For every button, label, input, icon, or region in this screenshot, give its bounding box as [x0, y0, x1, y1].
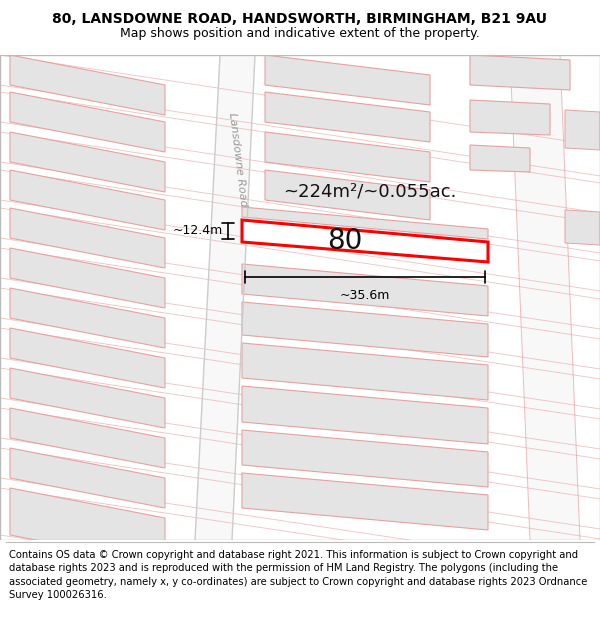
Polygon shape	[470, 55, 570, 90]
Polygon shape	[10, 170, 165, 230]
Polygon shape	[470, 145, 530, 172]
Polygon shape	[242, 473, 488, 530]
Polygon shape	[10, 408, 165, 468]
Polygon shape	[242, 343, 488, 400]
Polygon shape	[10, 55, 165, 115]
Polygon shape	[10, 288, 165, 348]
Polygon shape	[10, 448, 165, 508]
Text: 80, LANSDOWNE ROAD, HANDSWORTH, BIRMINGHAM, B21 9AU: 80, LANSDOWNE ROAD, HANDSWORTH, BIRMINGH…	[53, 12, 548, 26]
Polygon shape	[242, 220, 488, 262]
Text: Lansdowne Road: Lansdowne Road	[227, 112, 249, 208]
Polygon shape	[242, 302, 488, 357]
Polygon shape	[195, 55, 255, 540]
Text: Contains OS data © Crown copyright and database right 2021. This information is : Contains OS data © Crown copyright and d…	[9, 550, 587, 600]
Text: ~224m²/~0.055ac.: ~224m²/~0.055ac.	[283, 183, 457, 201]
Polygon shape	[10, 328, 165, 388]
Polygon shape	[10, 368, 165, 428]
Polygon shape	[265, 170, 430, 220]
Polygon shape	[10, 488, 165, 565]
Polygon shape	[265, 55, 430, 105]
Polygon shape	[10, 92, 165, 152]
Polygon shape	[565, 210, 600, 245]
Polygon shape	[242, 207, 488, 239]
Polygon shape	[10, 208, 165, 268]
Text: 80: 80	[328, 227, 362, 255]
Polygon shape	[565, 110, 600, 150]
Text: ~35.6m: ~35.6m	[340, 289, 390, 302]
Text: ~12.4m: ~12.4m	[173, 224, 223, 238]
Polygon shape	[510, 55, 580, 540]
Polygon shape	[10, 132, 165, 192]
Polygon shape	[265, 132, 430, 182]
Text: Map shows position and indicative extent of the property.: Map shows position and indicative extent…	[120, 27, 480, 39]
Polygon shape	[242, 430, 488, 487]
Polygon shape	[10, 248, 165, 308]
Polygon shape	[242, 386, 488, 444]
Polygon shape	[265, 92, 430, 142]
Polygon shape	[470, 100, 550, 135]
Polygon shape	[242, 264, 488, 316]
